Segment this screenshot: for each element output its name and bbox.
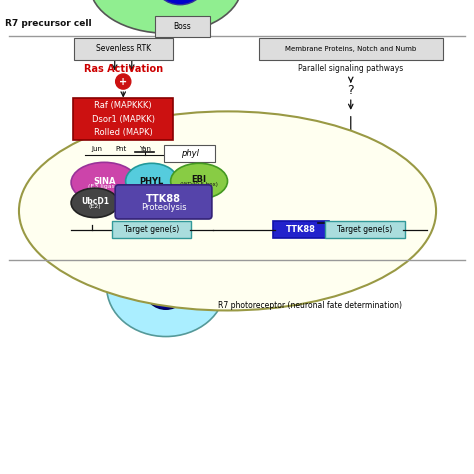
Text: (WD40 F-box): (WD40 F-box): [180, 182, 218, 187]
Text: Ras Activation: Ras Activation: [84, 64, 163, 74]
Ellipse shape: [154, 0, 206, 5]
Text: ?: ?: [347, 83, 354, 97]
FancyBboxPatch shape: [74, 38, 173, 60]
FancyBboxPatch shape: [273, 221, 329, 238]
FancyBboxPatch shape: [73, 98, 173, 140]
FancyBboxPatch shape: [164, 145, 215, 162]
FancyBboxPatch shape: [325, 221, 405, 238]
FancyBboxPatch shape: [112, 221, 191, 238]
Ellipse shape: [126, 163, 178, 199]
Ellipse shape: [71, 188, 118, 218]
Text: Boss: Boss: [173, 22, 191, 31]
Text: Raf (MAPKKK): Raf (MAPKKK): [94, 101, 152, 109]
FancyBboxPatch shape: [259, 38, 443, 60]
Text: EBI: EBI: [191, 175, 207, 183]
Ellipse shape: [71, 162, 137, 202]
Text: R7 photoreceptor (neuronal fate determination): R7 photoreceptor (neuronal fate determin…: [218, 301, 402, 310]
Text: phyl: phyl: [181, 149, 199, 158]
Text: Pnt: Pnt: [115, 146, 127, 152]
Text: SINA: SINA: [93, 177, 116, 185]
Circle shape: [116, 74, 131, 89]
Ellipse shape: [19, 111, 436, 310]
Text: TTK88: TTK88: [146, 194, 181, 204]
Text: (E2): (E2): [89, 204, 101, 209]
Text: Target gene(s): Target gene(s): [337, 225, 392, 234]
FancyBboxPatch shape: [115, 185, 212, 219]
Ellipse shape: [107, 237, 225, 337]
Text: Dsor1 (MAPKK): Dsor1 (MAPKK): [92, 115, 155, 124]
Text: Sevenless RTK: Sevenless RTK: [96, 45, 151, 53]
Ellipse shape: [145, 269, 187, 310]
Text: Proteolysis: Proteolysis: [141, 203, 186, 211]
Text: (E3 ligase): (E3 ligase): [88, 184, 121, 189]
Text: R7 precursor cell: R7 precursor cell: [5, 19, 91, 28]
FancyBboxPatch shape: [155, 16, 210, 37]
Text: TTK88: TTK88: [286, 225, 316, 234]
Text: Parallel signaling pathways: Parallel signaling pathways: [298, 64, 403, 73]
Text: Membrane Proteins, Notch and Numb: Membrane Proteins, Notch and Numb: [285, 46, 416, 52]
Text: PHYL: PHYL: [139, 177, 164, 185]
Text: Yan: Yan: [138, 146, 151, 152]
Text: UbcD1: UbcD1: [81, 197, 109, 206]
Text: Rolled (MAPK): Rolled (MAPK): [94, 128, 153, 137]
Ellipse shape: [171, 163, 228, 199]
Ellipse shape: [90, 0, 242, 33]
Text: Jun: Jun: [91, 146, 103, 152]
Text: Target gene(s): Target gene(s): [124, 225, 179, 234]
Text: +: +: [119, 76, 128, 87]
